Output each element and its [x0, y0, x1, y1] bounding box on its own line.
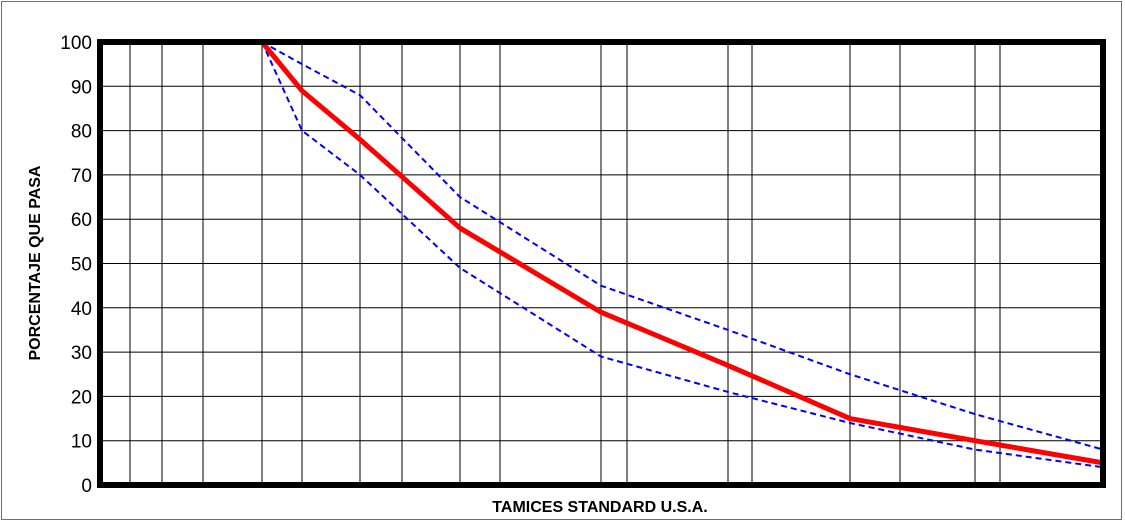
grid-lines	[100, 42, 1103, 485]
plot-area-border	[97, 39, 1106, 488]
y-tick-label: 90	[71, 77, 92, 98]
y-tick-label: 50	[71, 255, 92, 276]
limit-curve-dashed	[261, 41, 1104, 451]
y-tick-label: 70	[71, 166, 92, 187]
gradation-curve	[260, 40, 1104, 466]
x-axis-label: TAMICES STANDARD U.S.A.	[492, 499, 707, 516]
y-tick-label: 100	[60, 33, 92, 54]
y-tick-label: 30	[71, 343, 92, 364]
y-tick-label: 40	[71, 299, 92, 320]
y-tick-label: 10	[71, 432, 92, 453]
y-tick-labels: 0 10 20 30 40 50 60 70 80 90 100	[60, 33, 92, 497]
y-tick-label: 80	[71, 122, 92, 143]
y-tick-label: 20	[71, 387, 92, 408]
y-tick-label: 0	[81, 476, 92, 497]
y-axis-label: PORCENTAJE QUE PASA	[27, 165, 44, 360]
limit-curve-dashed	[261, 41, 1104, 469]
series-lines	[260, 40, 1104, 469]
y-tick-label: 60	[71, 210, 92, 231]
